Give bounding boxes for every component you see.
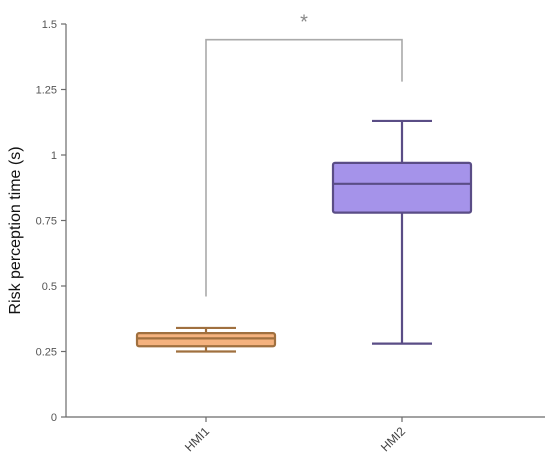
boxes [135, 119, 473, 353]
box-iqr [331, 161, 473, 214]
y-tick-label: 1.25 [36, 85, 57, 97]
y-tick-label: 1.5 [42, 19, 57, 31]
y-axis-label: Risk perception time (s) [7, 146, 24, 314]
y-tick-label: 0.25 [36, 347, 57, 359]
x-tick-label: HMI1 [182, 424, 212, 454]
y-ticks: 0 0.25 0.5 0.75 1 1.25 1.5 [36, 19, 66, 424]
x-ticks: HMI1 HMI2 [182, 417, 408, 454]
y-tick-label: 0 [51, 412, 57, 424]
box-hmi2 [331, 119, 473, 345]
significance-bracket-line [205, 38, 403, 297]
axes [65, 24, 545, 418]
y-tick-label: 1 [51, 150, 57, 162]
y-tick-label: 0.75 [36, 216, 57, 228]
x-tick-label: HMI2 [378, 424, 408, 454]
y-tick-label: 0.5 [42, 281, 57, 293]
box-hmi1 [135, 326, 277, 353]
box-iqr [135, 332, 277, 348]
significance-label: * [300, 12, 308, 34]
significance-bracket: * [205, 12, 403, 297]
